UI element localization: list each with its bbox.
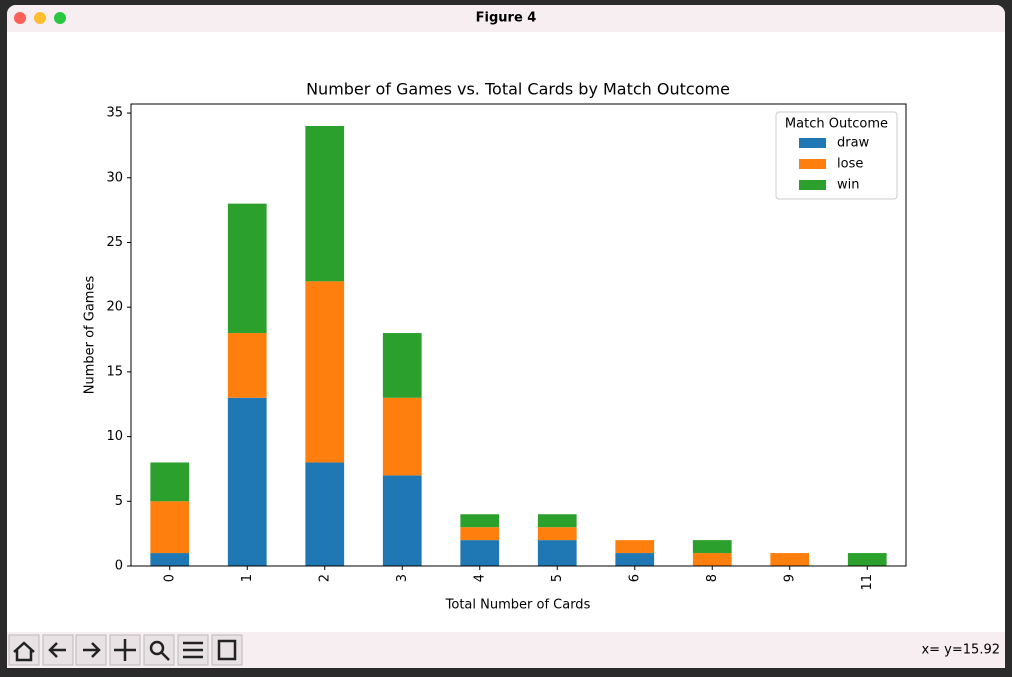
- x-tick-label: 6: [627, 574, 642, 582]
- legend-swatch: [799, 159, 826, 169]
- pan-icon: [114, 639, 136, 661]
- bar-segment: [305, 281, 345, 463]
- legend-label: lose: [837, 157, 863, 172]
- toolbar-buttons: [8, 634, 243, 666]
- bar-segment: [460, 527, 500, 541]
- bar-segment: [150, 553, 190, 566]
- x-tick-label: 8: [705, 574, 720, 582]
- bar-segment: [537, 540, 577, 566]
- status-text: x= y=15.92: [921, 643, 1000, 658]
- y-tick-label: 15: [106, 364, 123, 379]
- y-tick-label: 25: [106, 235, 123, 250]
- legend-box: [775, 111, 898, 200]
- bar-segment: [382, 333, 422, 398]
- bar-segment: [537, 514, 577, 528]
- y-tick-label: 20: [106, 300, 123, 315]
- bar-segment: [615, 540, 655, 554]
- bar-segment: [692, 540, 732, 554]
- bar-segment: [537, 527, 577, 541]
- x-tick-label: 1: [240, 574, 255, 582]
- bar-segment: [227, 397, 267, 566]
- legend-title: Match Outcome: [785, 117, 888, 132]
- save-icon: [217, 639, 237, 661]
- x-tick-label: 3: [395, 574, 410, 582]
- back-icon: [48, 642, 66, 658]
- bar-segment: [615, 553, 655, 566]
- x-tick-label: 5: [550, 574, 565, 582]
- y-tick-label: 30: [106, 170, 123, 185]
- y-tick-label: 0: [115, 559, 123, 574]
- minimize-button[interactable]: [34, 12, 46, 24]
- legend-swatch: [799, 180, 826, 190]
- bar-segment: [227, 203, 267, 334]
- x-tick-label: 0: [162, 574, 177, 582]
- bar-segment: [847, 553, 887, 566]
- bar-segment: [305, 126, 345, 282]
- bar-segment: [382, 475, 422, 566]
- close-button[interactable]: [14, 12, 26, 24]
- bar-segment: [227, 333, 267, 398]
- bar-segment: [460, 514, 500, 528]
- x-tick-label: 9: [782, 574, 797, 582]
- legend-label: draw: [837, 136, 870, 151]
- y-axis-label: Number of Games: [83, 276, 98, 395]
- chart-title: Number of Games vs. Total Cards by Match…: [306, 80, 730, 99]
- configure-icon: [183, 641, 203, 659]
- bar-segment: [382, 397, 422, 476]
- home-icon: [13, 641, 35, 662]
- x-tick-label: 2: [317, 574, 332, 582]
- y-tick-label: 10: [106, 429, 123, 444]
- y-tick-label: 5: [115, 494, 123, 509]
- zoom-tool-button[interactable]: [143, 634, 175, 666]
- bar-segment: [305, 462, 345, 566]
- zoom-icon: [149, 640, 165, 656]
- y-tick-label: 35: [106, 106, 123, 121]
- bar-segment: [150, 462, 190, 502]
- plot: Number of Games vs. Total Cards by Match…: [83, 80, 907, 613]
- title-bar-fill: [7, 22, 1005, 32]
- window-title: Figure 4: [476, 11, 537, 26]
- bar-segment: [692, 553, 732, 566]
- save-button[interactable]: [211, 634, 243, 666]
- legend-swatch: [799, 138, 826, 148]
- forward-icon: [83, 642, 101, 658]
- x-tick-label: 11: [860, 574, 875, 591]
- bar-segment: [460, 540, 500, 566]
- zoom-icon-handle: [160, 651, 170, 661]
- bar-segment: [150, 501, 190, 554]
- legend-label: win: [837, 178, 859, 193]
- axes-frame: [130, 103, 907, 567]
- x-tick-label: 4: [472, 574, 487, 582]
- bar-segment: [770, 553, 810, 566]
- x-axis-label: Total Number of Cards: [445, 598, 591, 613]
- zoom-button[interactable]: [54, 12, 66, 24]
